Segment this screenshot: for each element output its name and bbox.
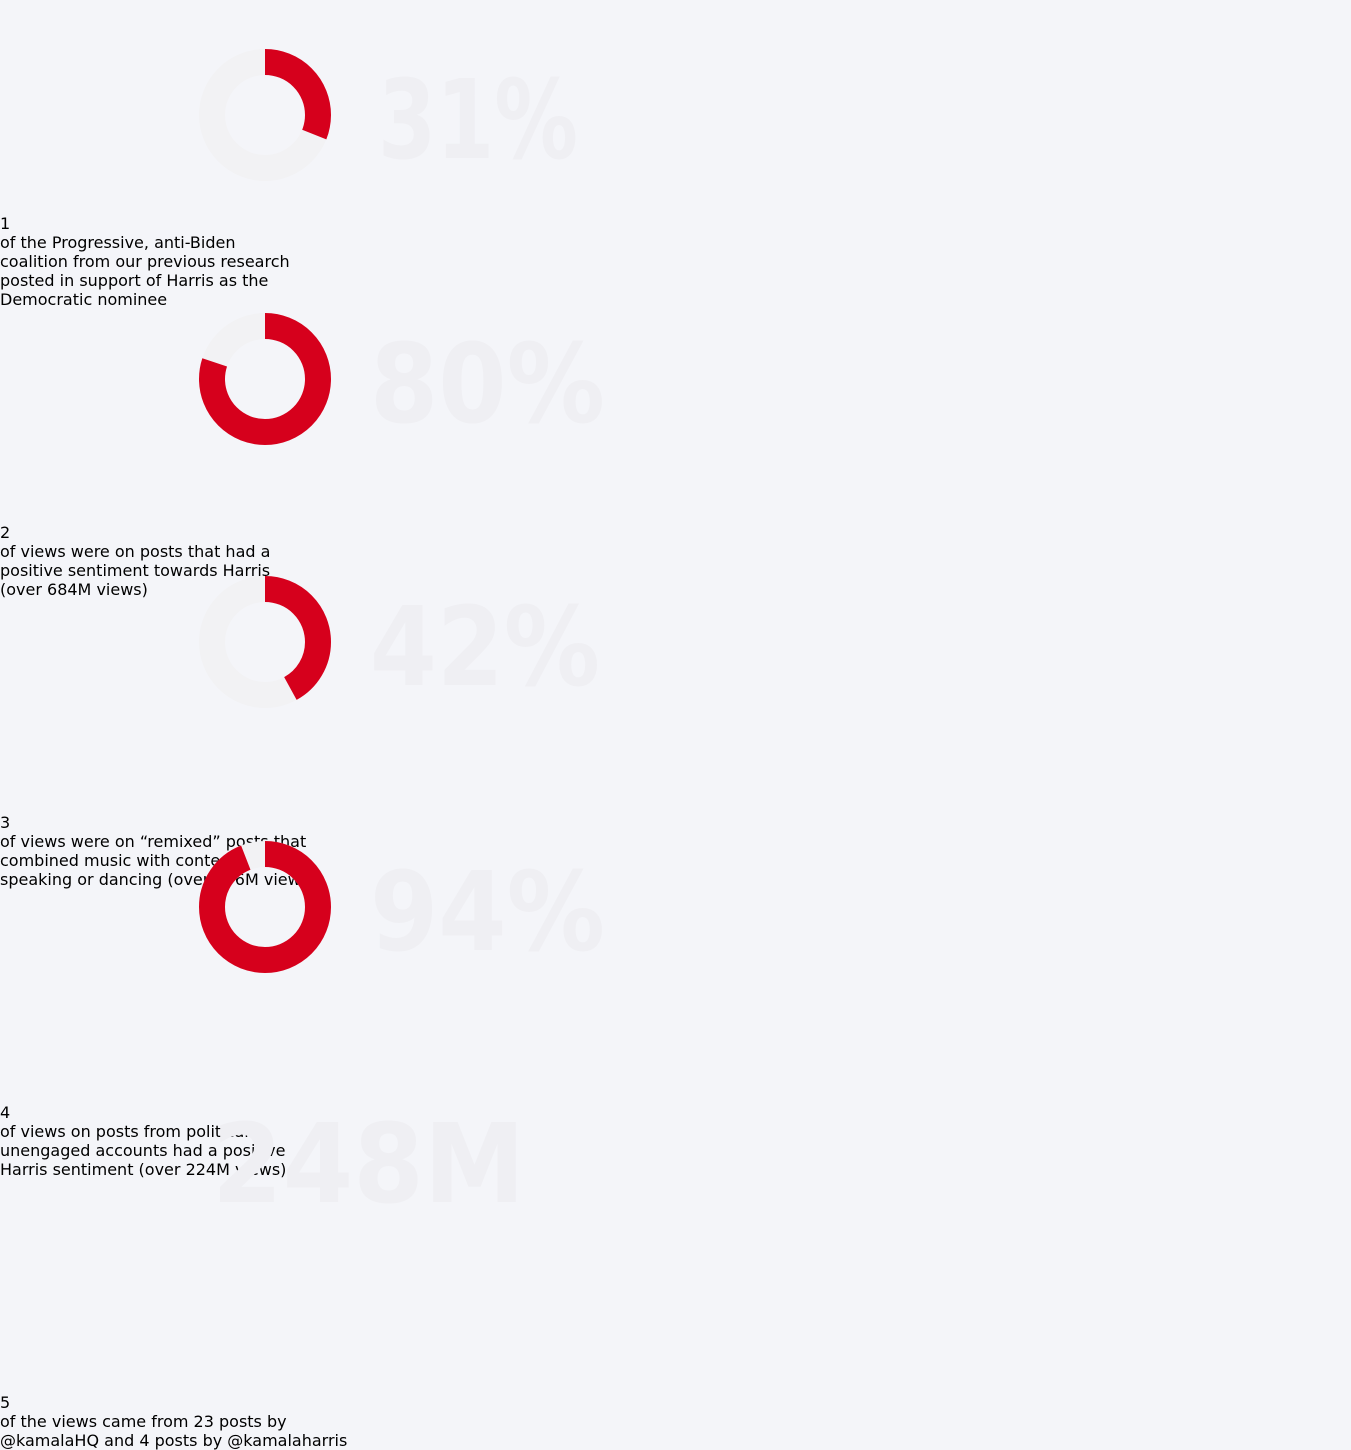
figure-svg: 42% <box>370 583 600 711</box>
text-run: of views were on “ <box>0 832 148 851</box>
text-run: positive sentiment towards Harris <box>0 561 271 580</box>
rank-badge: 2 <box>0 523 11 542</box>
stat-panel <box>0 599 1270 813</box>
rank-badge: 4 <box>0 1103 11 1122</box>
rank-badge: 3 <box>0 813 11 832</box>
figure-svg: 31% <box>378 56 578 184</box>
text-run: and 4 posts by <box>99 1431 228 1450</box>
description-line: coalition from our previous research <box>0 252 1351 271</box>
rank-badge: 5 <box>0 1393 11 1412</box>
donut <box>199 841 331 973</box>
text-run: of the Progressive, anti-Biden <box>0 233 236 252</box>
text-run: from our <box>67 252 147 271</box>
text-run[interactable]: previous research <box>146 252 290 271</box>
figure: 31% <box>378 56 578 184</box>
text-run: Democratic nominee <box>0 290 168 309</box>
description: of the views came from 23 posts by @kamal… <box>0 1412 1351 1450</box>
description: of views on posts from politically unenga… <box>0 1122 1351 1179</box>
text-run: @kamalaHQ <box>0 1431 100 1450</box>
donut <box>199 313 331 445</box>
description-line: (over 684M views) <box>0 580 1351 599</box>
text-run: as the <box>213 271 269 290</box>
description-line: of the Progressive, anti-Biden <box>0 233 1351 252</box>
text-run: positive <box>222 1141 286 1160</box>
figure: 94% <box>370 848 605 976</box>
description-line: Democratic nominee <box>0 290 1351 309</box>
stat-panel <box>0 309 1270 523</box>
text-run: coalition <box>0 252 68 271</box>
figure-svg: 94% <box>370 848 605 976</box>
description: of the Progressive, anti-Biden coalition … <box>0 233 1351 309</box>
text-run: Harris sentiment <box>0 1160 134 1179</box>
figure-svg: 248M <box>212 1100 525 1228</box>
text-run: (over 684M views) <box>0 580 148 599</box>
description: of views were on posts that had a positiv… <box>0 542 1351 599</box>
stat-panel <box>0 1179 1285 1393</box>
text-run: of the views came from 23 posts by <box>0 1412 287 1431</box>
description-line: @kamalaHQ and 4 posts by @kamalaharris <box>0 1431 1351 1450</box>
description-line: of views on posts from politically <box>0 1122 1351 1141</box>
text-run: in support of Harris <box>59 271 214 290</box>
description-line: Harris sentiment (over 224M views) <box>0 1160 1351 1179</box>
description-line: of views were on posts that had a <box>0 542 1351 561</box>
figure: 42% <box>370 583 600 711</box>
figure: 80% <box>370 320 605 448</box>
donut-arc <box>199 576 331 708</box>
figure-svg: 80% <box>370 320 605 448</box>
text-run: remixed <box>147 832 213 851</box>
text-run: of views were on posts that had a <box>0 542 271 561</box>
rank-badge: 1 <box>0 214 11 233</box>
description-line: positive sentiment towards Harris <box>0 561 1351 580</box>
description-line: of the views came from 23 posts by <box>0 1412 1351 1431</box>
stat-panel <box>0 0 1270 214</box>
text-run: (over 224M views) <box>133 1160 287 1179</box>
description-line: posted in support of Harris as the <box>0 271 1351 290</box>
donut-arc <box>199 841 331 973</box>
donut <box>199 49 331 181</box>
donut-arc <box>199 313 331 445</box>
text-run: of views on posts from politically <box>0 1122 263 1141</box>
text-run: @kamalaharris <box>227 1431 348 1450</box>
text-run: posted <box>0 271 60 290</box>
figure: 248M <box>212 1100 525 1228</box>
stat-panel <box>0 889 1270 1103</box>
donut-arc <box>199 49 331 181</box>
description-line: unengaged accounts had a positive <box>0 1141 1351 1160</box>
donut <box>199 576 331 708</box>
text-run: unengaged accounts had a <box>0 1141 223 1160</box>
